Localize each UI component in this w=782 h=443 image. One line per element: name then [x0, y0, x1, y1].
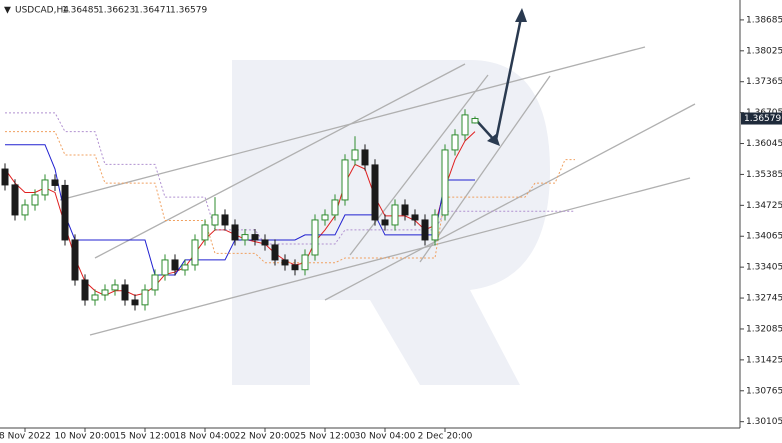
x-tick-label: 10 Nov 20:00 [55, 432, 116, 442]
candle-body [421, 219, 429, 241]
candle-body [41, 179, 49, 196]
candle-body [391, 204, 399, 226]
candle-body [451, 134, 459, 151]
watermark [232, 60, 550, 385]
candle-body [271, 244, 279, 261]
indicator-line [5, 112, 575, 245]
candle-body [151, 274, 159, 291]
y-tick-label: 1.30105 [746, 417, 782, 427]
candle-body [181, 264, 189, 271]
candle-body [31, 194, 39, 206]
trend-line [349, 74, 489, 256]
y-tick-label: 1.35385 [746, 170, 782, 180]
x-tick-label: 8 Nov 2022 [0, 432, 51, 442]
candle-body [381, 219, 389, 226]
candle-body [11, 184, 19, 216]
y-tick-label: 1.32745 [746, 294, 782, 304]
y-tick-label: 1.38685 [746, 15, 782, 25]
indicator-line [5, 131, 575, 264]
candle-body [331, 199, 339, 216]
candle-body [291, 264, 299, 271]
x-tick-label: 2 Dec 20:00 [418, 432, 473, 442]
y-tick-label: 1.32085 [746, 324, 782, 334]
candle-body [461, 114, 469, 136]
candle-body [111, 284, 119, 291]
candle-body [281, 259, 289, 266]
candle-body [341, 159, 349, 201]
candle-body [161, 259, 169, 276]
candle-body [221, 214, 229, 226]
candle-body [441, 149, 449, 216]
y-tick-label: 1.33405 [746, 263, 782, 273]
candle-body [171, 259, 179, 271]
candle-body [241, 234, 249, 241]
candle-body [231, 224, 239, 241]
candle-body [311, 219, 319, 256]
candle-body [51, 179, 59, 186]
candle-body [471, 118, 479, 124]
y-tick-label: 1.38025 [746, 46, 782, 56]
x-tick-label: 30 Nov 04:00 [355, 432, 416, 442]
candle-body [321, 214, 329, 221]
price-label-box [741, 112, 782, 125]
candle-body [411, 214, 419, 221]
trend-line [94, 63, 466, 259]
candle-body [401, 204, 409, 216]
candle-body [141, 289, 149, 306]
candle-body [261, 239, 269, 246]
indicator-line [5, 144, 475, 276]
arrow-head [515, 8, 527, 22]
plot [1, 109, 575, 311]
header-high: 1.36623 [98, 6, 135, 16]
candle-body [301, 254, 309, 271]
x-tick-label: 18 Nov 04:00 [175, 432, 236, 442]
header-low: 1.36471 [134, 6, 171, 16]
menu-icon[interactable]: ▼ [4, 6, 11, 16]
candle-body [1, 168, 9, 186]
candle-body [21, 204, 29, 216]
candle-body [61, 184, 69, 241]
trend-line [89, 177, 691, 336]
y-tick-label: 1.36045 [746, 139, 782, 149]
trend-line [324, 103, 696, 301]
candle-body [81, 279, 89, 301]
candle-body [211, 214, 219, 226]
header-close: 1.36579 [170, 6, 207, 16]
y-tick-label: 1.34725 [746, 201, 782, 211]
trend-line [419, 75, 551, 263]
y-tick-label: 1.31425 [746, 355, 782, 365]
candle-body [371, 164, 379, 221]
trend-lines [59, 46, 696, 336]
y-tick-label: 1.37365 [746, 77, 782, 87]
price-label: 1.36579 [744, 114, 781, 124]
arrow [494, 17, 523, 141]
candle-body [431, 214, 439, 241]
candle-body [101, 289, 109, 296]
header-open: 1.36485 [62, 6, 99, 16]
candle-body [71, 239, 79, 281]
candle-body [91, 294, 99, 301]
candle-body [201, 224, 209, 241]
y-tick-label: 1.30765 [746, 386, 782, 396]
x-tick-label: 22 Nov 20:00 [235, 432, 296, 442]
symbol: USDCAD,H4 [15, 6, 69, 16]
candle-body [251, 234, 259, 241]
forecast-arrows [475, 8, 527, 146]
candle-body [351, 149, 359, 161]
candle-body [131, 299, 139, 306]
y-tick-label: 1.34065 [746, 232, 782, 242]
candle-body [191, 239, 199, 266]
candle-body [121, 284, 129, 301]
candle-body [361, 149, 369, 166]
x-tick-label: 15 Nov 12:00 [115, 432, 176, 442]
x-tick-label: 25 Nov 12:00 [295, 432, 356, 442]
